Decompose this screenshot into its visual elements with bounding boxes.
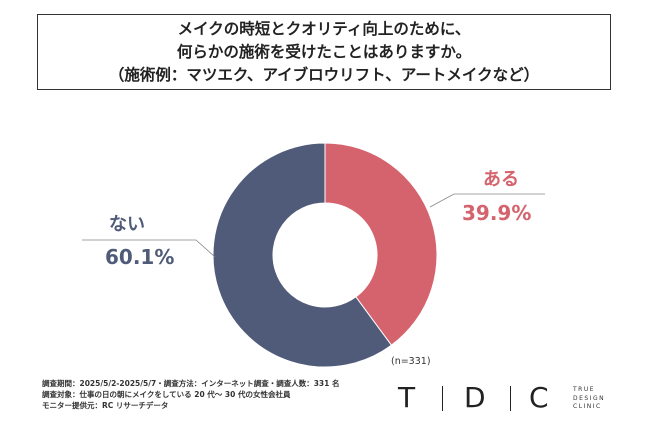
logo-sub-true: TRUE [573,386,596,393]
logo-letter-t: T [398,381,416,414]
logo-divider-1 [442,386,443,411]
value-label-ari: 39.9% [462,201,532,225]
leader-line-nai [82,239,216,258]
donut-slices [212,142,438,368]
logo-sub-clinic: CLINIC [573,403,602,410]
leader-line-ari [429,193,545,208]
category-label-nai: ない [109,214,145,235]
logo-divider-2 [510,386,511,411]
footnote-target: 調査対象：仕事の日の朝にメイクをしている 20 代〜 30 代の女性会社員 [42,390,291,399]
title-box: メイクの時短とクオリティ向上のために、 何らかの施術を受けたことはありますか。 … [37,14,611,90]
title-line-2: 何らかの施術を受けたことはありますか。 [176,42,472,61]
title-line-3: （施術例：マツエク、アイブロウリフト、アートメイクなど） [108,65,540,84]
leader-lines [82,193,545,258]
sample-size-label: (n=331) [391,356,431,367]
footnote-provider: モニター提供元：RC リサーチデータ [42,401,169,410]
logo-letter-c: C [529,381,549,414]
logo-subtitle: TRUE DESIGN CLINIC [573,386,605,412]
footnote-period-method: 調査期間：2025/5/2-2025/5/7・調査方法：インターネット調査・調査… [42,379,340,388]
slice-ari [324,142,438,346]
category-label-ari: ある [483,169,519,190]
survey-footnotes: 調査期間：2025/5/2-2025/5/7・調査方法：インターネット調査・調査… [42,378,339,411]
slice-nai [212,142,393,368]
title-line-1: メイクの時短とクオリティ向上のために、 [177,19,471,38]
logo-sub-design: DESIGN [573,394,606,402]
value-label-nai: 60.1% [105,245,175,269]
logo-letter-d: D [464,381,486,414]
